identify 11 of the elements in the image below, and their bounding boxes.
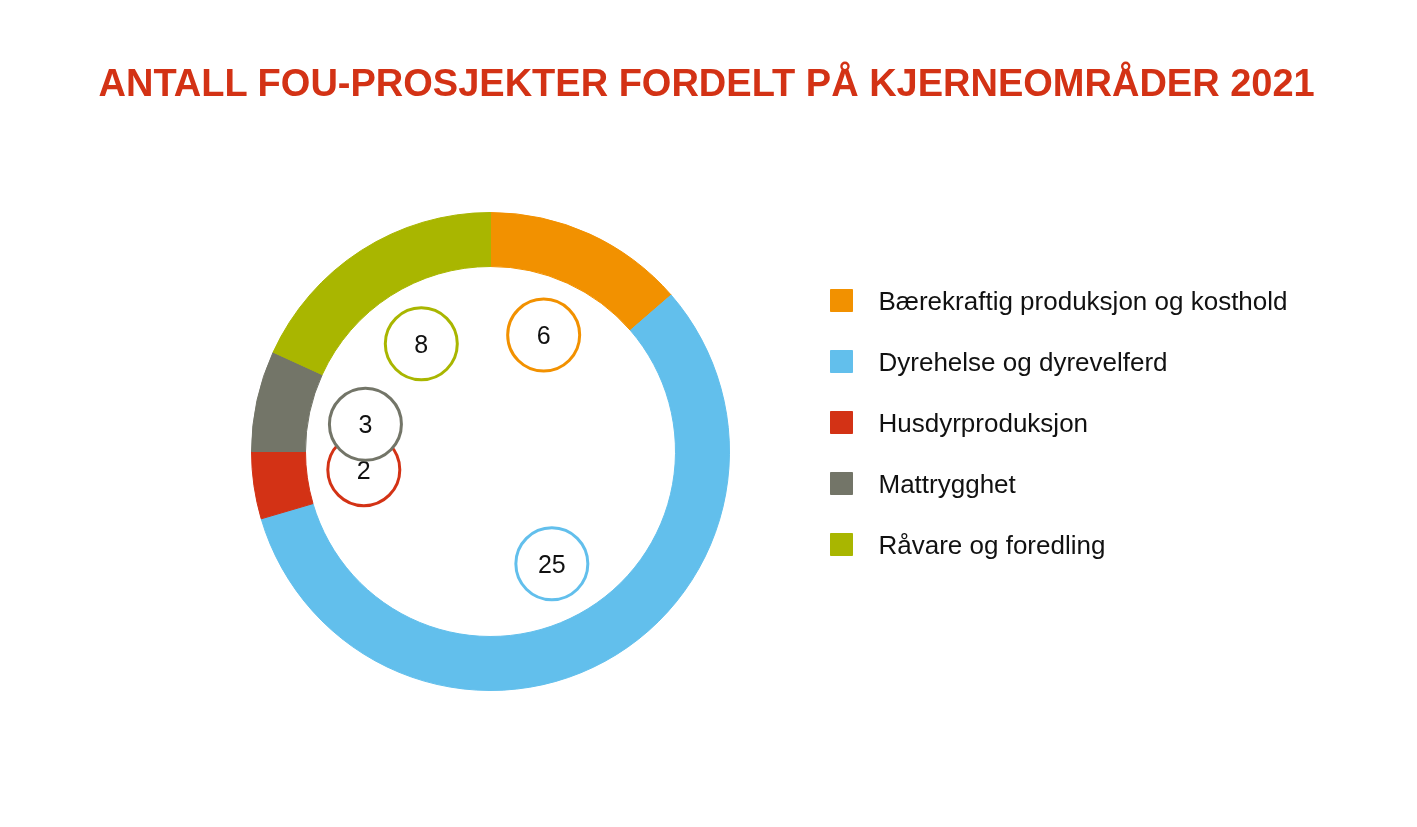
data-label: 3 [358,410,373,439]
data-label: 8 [414,329,429,358]
data-label: 25 [537,549,566,578]
legend-label: Mattrygghet [878,468,1017,499]
legend-label: Husdyrproduksjon [878,407,1089,438]
legend-label: Dyrehelse og dyrevelferd [878,346,1168,377]
data-label: 6 [536,321,551,350]
legend-label: Råvare og foredling [878,529,1106,560]
data-label: 2 [356,455,371,484]
chart-title: ANTALL FOU-PROSJEKTER FORDELT PÅ KJERNEOMRÅDER 2021 [98,60,1315,104]
legend-label: Bærekraftig produksjon og kosthold [878,285,1288,316]
